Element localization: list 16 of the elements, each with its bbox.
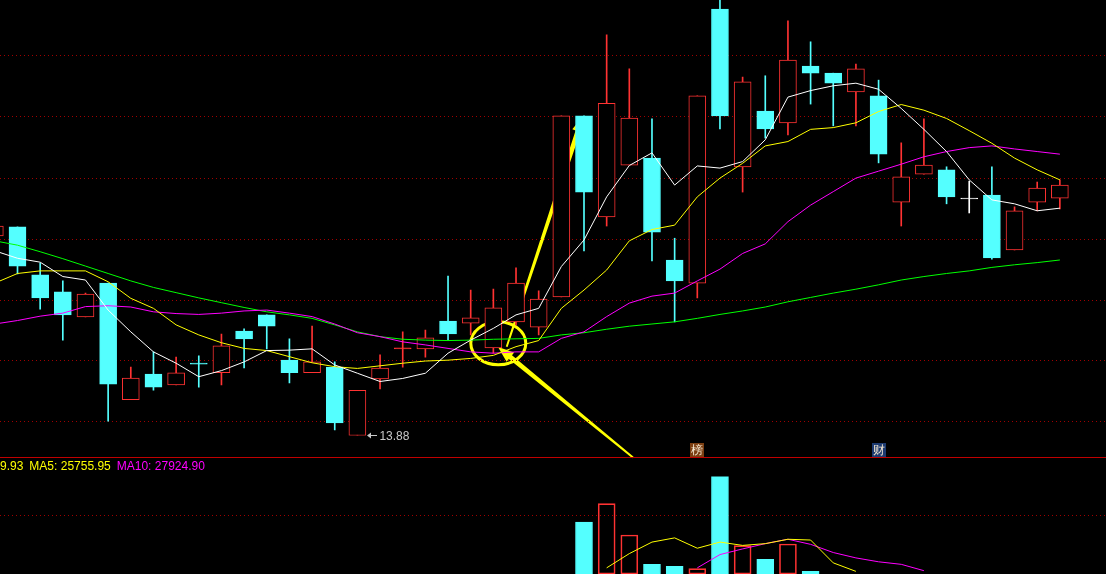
candlestick: [824, 72, 843, 127]
candlestick: [960, 180, 979, 214]
text: 榜: [690, 443, 705, 457]
text: 9.93: [0, 459, 24, 473]
bar: [711, 476, 729, 574]
text: MA5: 25755.95: [29, 459, 111, 473]
bar: [665, 566, 684, 574]
annotation: 13.88: [379, 428, 410, 443]
text: MA10: 27924.90: [116, 459, 205, 473]
candlestick: [915, 118, 933, 175]
candlestick: [439, 275, 457, 341]
text: 财: [871, 443, 886, 457]
candlestick: [393, 331, 412, 368]
bar: [575, 521, 593, 574]
bar: [643, 564, 661, 574]
candlestick: [189, 355, 208, 388]
